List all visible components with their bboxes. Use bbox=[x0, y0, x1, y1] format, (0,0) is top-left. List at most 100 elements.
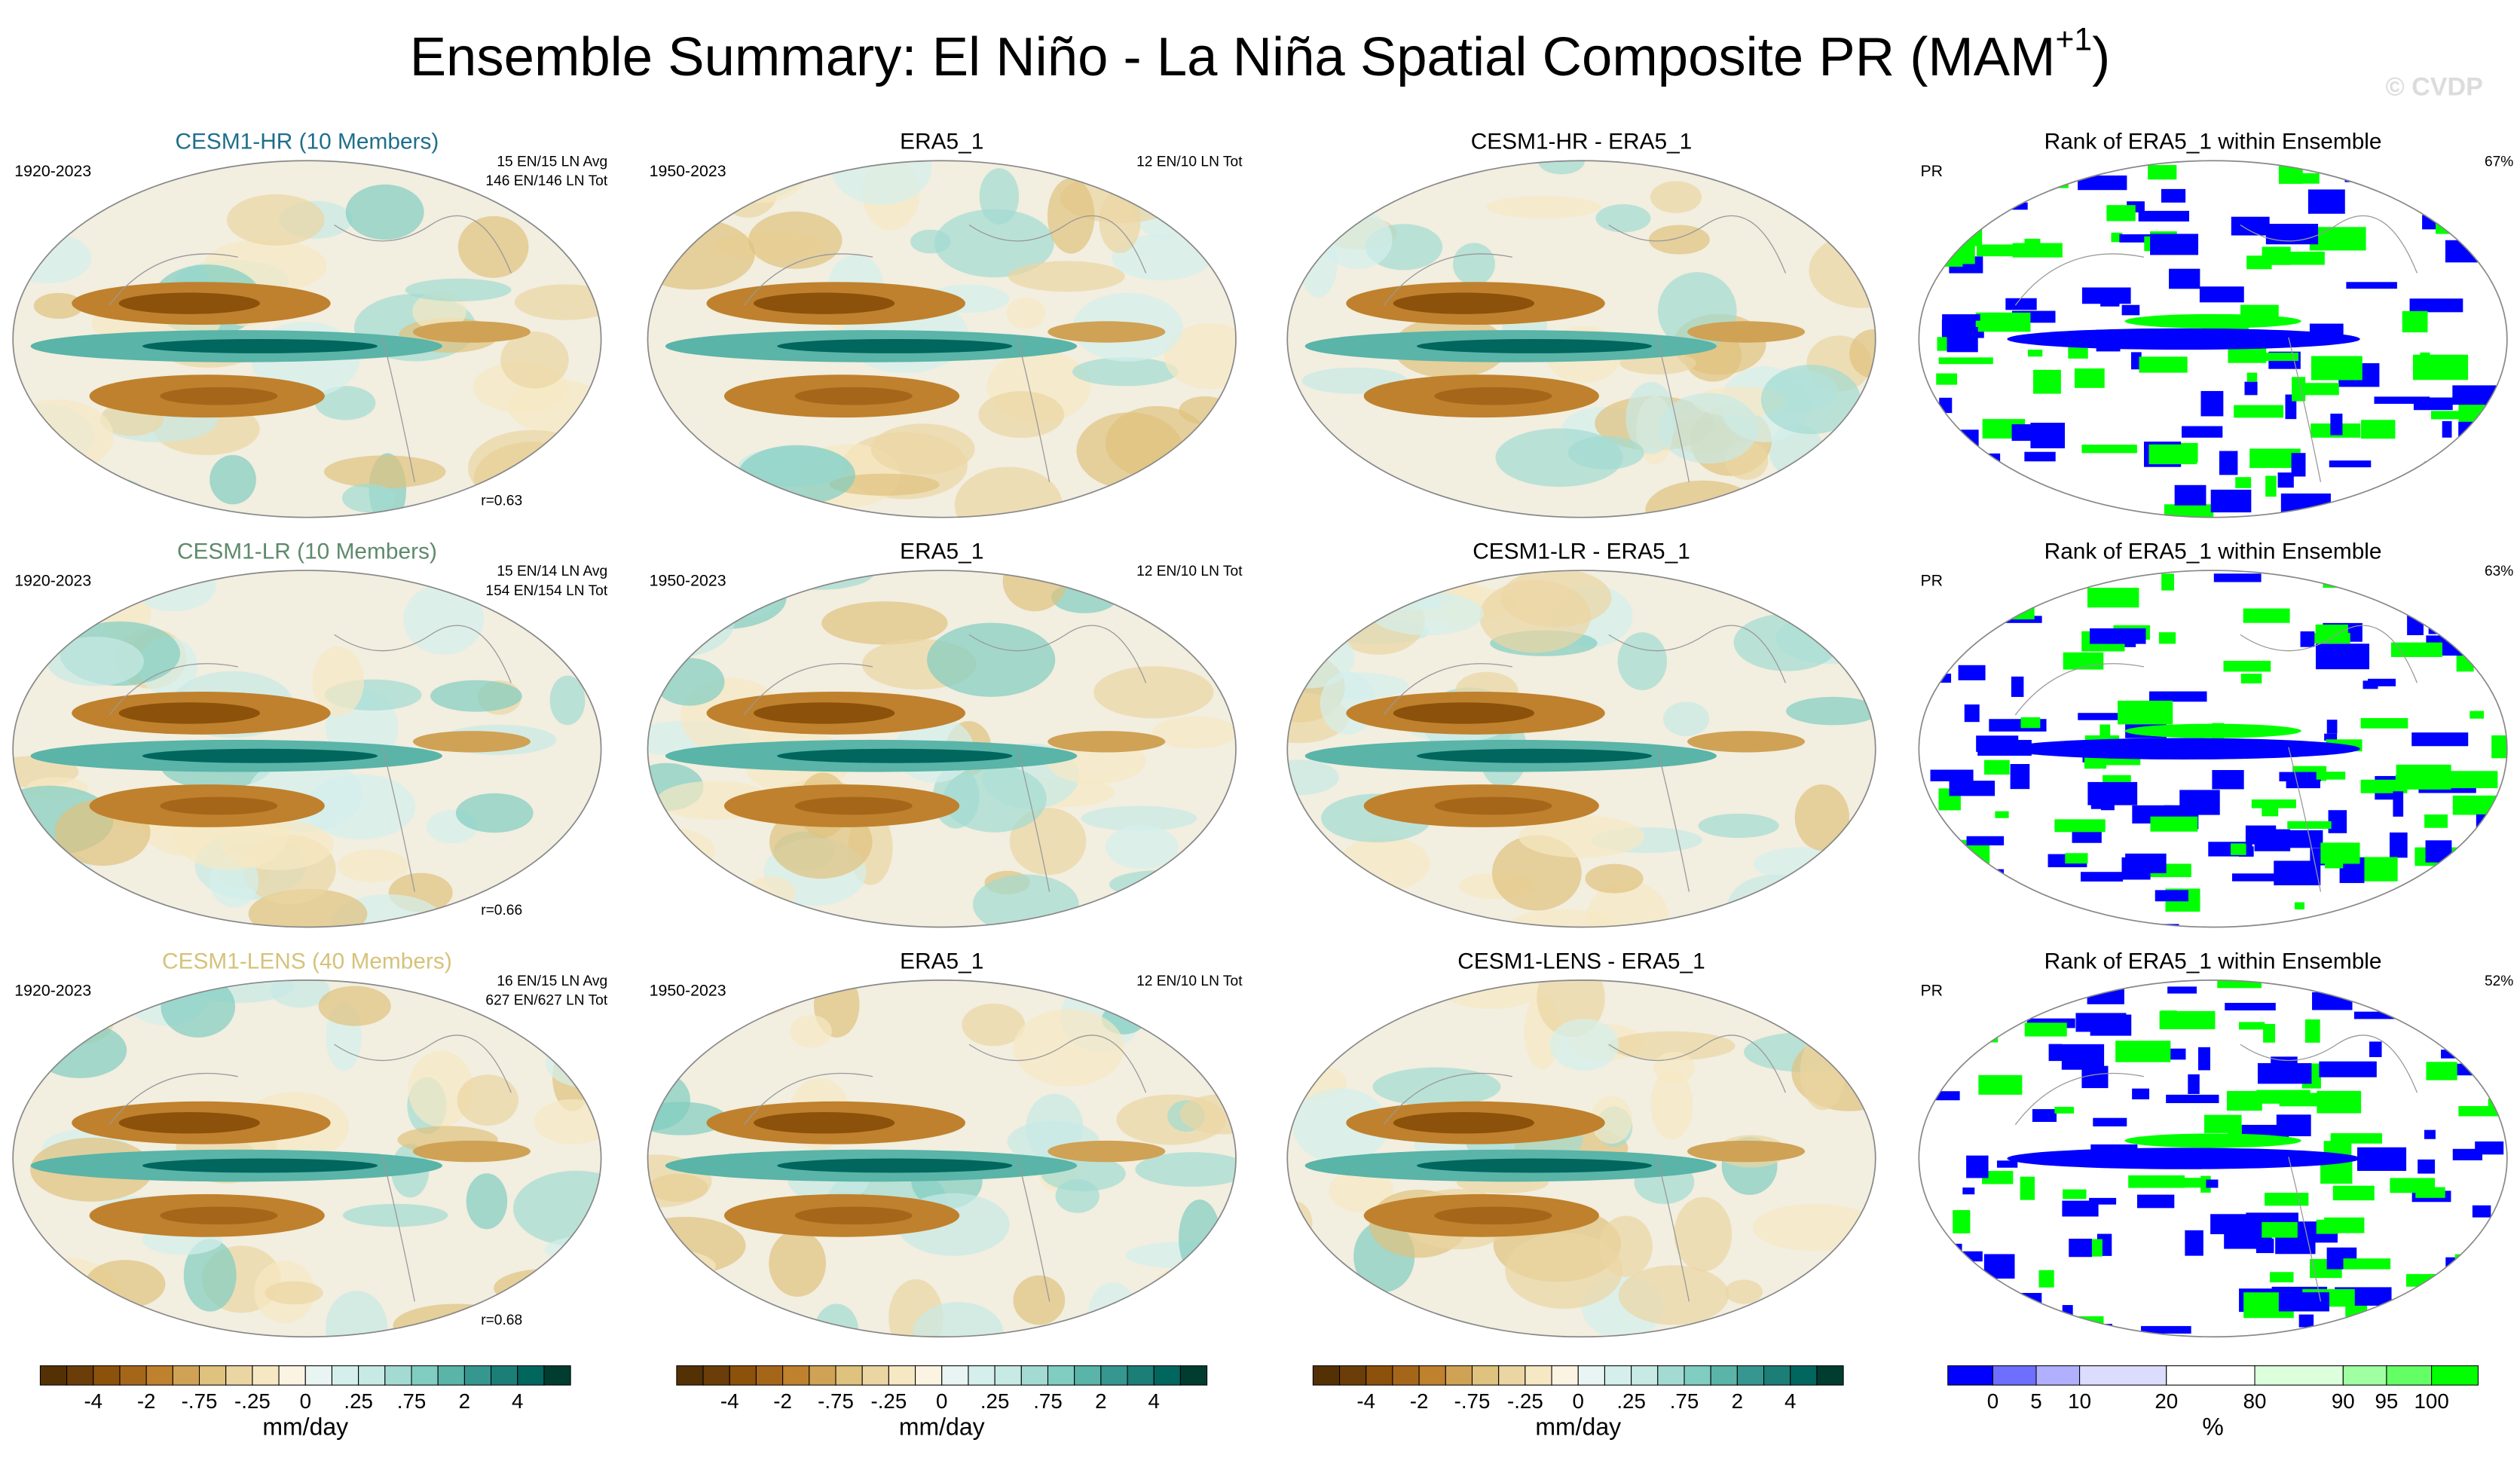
period-label: 1920-2023 bbox=[14, 981, 91, 999]
map-feature bbox=[54, 458, 102, 518]
colorbar-box bbox=[517, 1365, 545, 1386]
map-feature bbox=[2378, 984, 2421, 992]
map-feature bbox=[1725, 1279, 1763, 1304]
map-feature bbox=[2330, 1133, 2383, 1144]
map-feature bbox=[514, 284, 601, 320]
map-feature bbox=[2081, 445, 2137, 454]
map-feature bbox=[1728, 874, 1823, 928]
map bbox=[1919, 160, 2507, 518]
map-feature bbox=[2381, 1314, 2428, 1325]
map-feature bbox=[2405, 986, 2462, 1002]
map-feature bbox=[1047, 731, 1166, 753]
map-feature bbox=[511, 870, 601, 912]
map bbox=[1287, 160, 1876, 518]
map-feature bbox=[513, 1170, 601, 1247]
colorbar-box bbox=[1179, 1365, 1208, 1386]
colorbar-box bbox=[145, 1365, 173, 1386]
map-feature bbox=[2426, 1062, 2457, 1080]
map-feature bbox=[1922, 505, 1971, 518]
map-feature bbox=[1099, 190, 1141, 254]
colorbar-label: -.25 bbox=[234, 1389, 271, 1413]
colorbar-box bbox=[1392, 1365, 1420, 1386]
map-feature bbox=[549, 675, 586, 726]
map-feature bbox=[270, 980, 330, 1008]
map-feature bbox=[1653, 1051, 1696, 1084]
map-feature bbox=[2128, 1175, 2185, 1188]
map-feature bbox=[403, 584, 485, 655]
map-feature bbox=[2007, 738, 2360, 759]
map-feature bbox=[1088, 1282, 1138, 1337]
colorbar-label: 2 bbox=[1732, 1389, 1743, 1413]
map-feature bbox=[2121, 857, 2151, 880]
map-feature bbox=[2119, 234, 2160, 243]
map-feature bbox=[2090, 915, 2105, 928]
map-feature bbox=[1299, 228, 1338, 298]
map-feature bbox=[1372, 1067, 1501, 1107]
map-feature bbox=[1936, 373, 1958, 385]
map-feature bbox=[1936, 190, 1951, 197]
colorbar-box bbox=[1657, 1365, 1685, 1386]
map-feature bbox=[2081, 1065, 2109, 1089]
map-feature bbox=[647, 827, 715, 874]
colorbar-box bbox=[1992, 1365, 2037, 1386]
map-feature bbox=[1047, 321, 1166, 343]
map-feature bbox=[2061, 1044, 2105, 1070]
map-feature bbox=[33, 1022, 127, 1078]
map-feature bbox=[830, 160, 932, 205]
colorbar-label: 4 bbox=[1148, 1389, 1160, 1413]
map-feature bbox=[1585, 863, 1644, 894]
map-feature bbox=[2485, 196, 2507, 211]
map-feature bbox=[118, 1112, 260, 1134]
map-feature bbox=[2024, 1022, 2067, 1037]
coastline bbox=[2014, 215, 2418, 482]
colorbar-label: .75 bbox=[1670, 1389, 1699, 1413]
map-feature bbox=[1370, 591, 1484, 636]
map-feature bbox=[2062, 1200, 2099, 1217]
map-feature bbox=[1939, 397, 1953, 414]
map-feature bbox=[47, 637, 144, 686]
map-feature bbox=[2376, 579, 2388, 595]
map-feature bbox=[1973, 869, 2004, 894]
map-feature bbox=[1105, 825, 1179, 870]
colorbar-label: 0 bbox=[936, 1389, 947, 1413]
map-feature bbox=[1595, 204, 1651, 233]
colorbar-label: .75 bbox=[397, 1389, 427, 1413]
map-feature bbox=[2325, 857, 2344, 869]
panel-title: CESM1-LR (10 Members) bbox=[177, 539, 437, 564]
map-feature bbox=[2124, 313, 2301, 329]
map-feature bbox=[2417, 478, 2470, 491]
map-feature bbox=[209, 454, 256, 505]
map-feature bbox=[1674, 1197, 1732, 1272]
map-feature bbox=[2155, 890, 2188, 902]
map-outline bbox=[1286, 979, 1876, 1338]
map-feature bbox=[2330, 413, 2343, 436]
map-feature bbox=[2415, 471, 2470, 484]
colorbar-label: 20 bbox=[2155, 1389, 2178, 1413]
colorbar-label: -4 bbox=[1356, 1389, 1375, 1413]
panel-title: ERA5_1 bbox=[900, 949, 983, 973]
colorbar-label: -.25 bbox=[1507, 1389, 1543, 1413]
map-feature bbox=[315, 386, 376, 420]
map-feature bbox=[2418, 173, 2469, 197]
map-feature bbox=[2280, 493, 2331, 518]
map bbox=[13, 570, 601, 928]
map-feature bbox=[2401, 179, 2433, 197]
panel-title: CESM1-LENS (40 Members) bbox=[162, 949, 452, 973]
colorbar-box bbox=[2166, 1365, 2255, 1386]
map-feature bbox=[2007, 328, 2360, 350]
colorbar-box bbox=[252, 1365, 280, 1386]
map-feature bbox=[2490, 215, 2507, 234]
panel-title: Rank of ERA5_1 within Ensemble bbox=[2044, 949, 2382, 973]
map-feature bbox=[2369, 1041, 2382, 1057]
map-feature bbox=[1518, 815, 1645, 858]
map-feature bbox=[1809, 233, 1876, 308]
map-feature bbox=[2106, 205, 2136, 222]
map-feature bbox=[2485, 989, 2507, 1003]
map-feature bbox=[1006, 297, 1045, 329]
map-feature bbox=[1287, 759, 1339, 796]
map-feature bbox=[2265, 1193, 2309, 1206]
map-feature bbox=[2158, 632, 2176, 644]
map-feature bbox=[2090, 1014, 2132, 1036]
colorbar-label: .25 bbox=[344, 1389, 373, 1413]
